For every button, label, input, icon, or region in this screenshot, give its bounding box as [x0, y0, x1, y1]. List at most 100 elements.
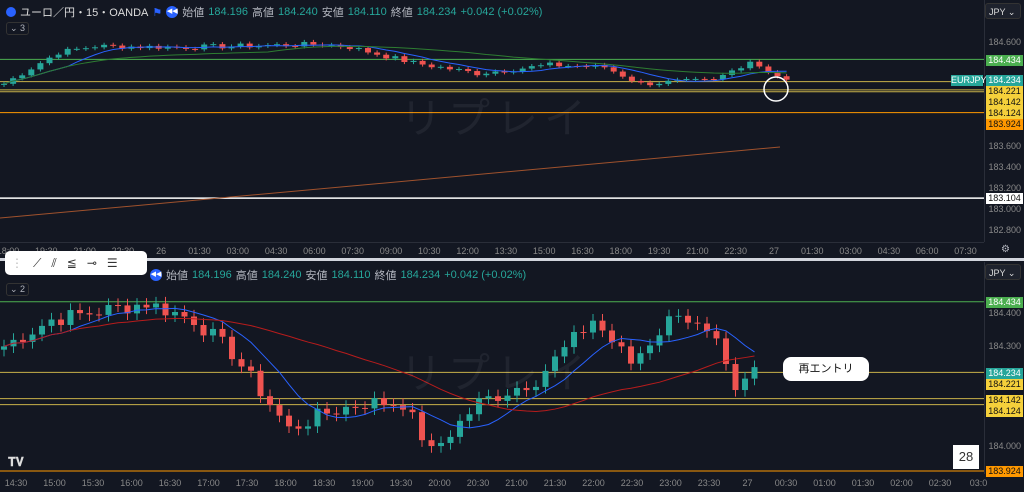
candle — [101, 44, 108, 48]
drag-handle-icon[interactable]: ⋮ — [11, 256, 23, 270]
price-tick: 183.200 — [988, 183, 1021, 194]
time-tick: 19:30 — [389, 478, 413, 488]
candle — [542, 370, 549, 387]
price-tick: 183.600 — [988, 141, 1021, 152]
low-value: 184.110 — [347, 6, 387, 18]
candle — [561, 347, 568, 357]
horizontal-ray-icon[interactable]: ⊸ — [86, 256, 97, 270]
price-tick: 183.000 — [988, 204, 1021, 215]
indicators-toggle-bottom[interactable]: ⌄ 2 — [6, 283, 30, 296]
candle — [200, 325, 207, 336]
price-label: 184.221 — [986, 379, 1023, 390]
candle — [134, 304, 140, 314]
candle — [343, 406, 349, 415]
bottom-legend: ◀◀ 始値 184.196 高値 184.240 安値 184.110 終値 184.2… — [150, 267, 526, 283]
candle — [67, 310, 74, 325]
candle — [710, 79, 717, 81]
candle — [295, 426, 302, 429]
open-value: 184.196 — [192, 269, 232, 281]
currency-label: JPY — [989, 7, 1006, 17]
candle — [504, 395, 511, 401]
candle — [29, 334, 36, 342]
candle — [701, 78, 708, 80]
candle — [565, 65, 572, 67]
candle — [1, 83, 7, 85]
bottom-chart-canvas[interactable] — [0, 262, 984, 474]
candle — [666, 316, 672, 336]
parallel-lines-icon[interactable]: ☰ — [106, 256, 118, 270]
candle — [409, 409, 416, 413]
bottom-price-axis[interactable]: 184.400 184.300 184.000 184.434 184.234 184.2… — [984, 262, 1024, 477]
price-label: 184.234 — [986, 75, 1023, 86]
top-legend: ユーロ／円・15・OANDA ⚑ ◀◀ 始値 184.196 高値 184.240 … — [6, 4, 542, 20]
top-time-axis[interactable]: 18:00 19:30 21:00 22:30 26 01:30 03:00 04:30 06:… — [0, 242, 984, 259]
callout-reentry: 再エントリ — [783, 357, 869, 381]
candle — [729, 70, 735, 75]
indicators-toggle[interactable]: ⌄ 3 — [6, 22, 30, 35]
candle — [410, 60, 417, 63]
candle — [390, 405, 397, 407]
time-tick: 04:30 — [877, 246, 901, 256]
candle — [328, 44, 335, 46]
high-value: 184.240 — [278, 6, 318, 18]
tradingview-logo: 𝐓𝐕 — [8, 455, 24, 469]
candle — [751, 367, 758, 379]
candle — [476, 398, 482, 415]
time-tick: 04:30 — [264, 246, 288, 256]
candle — [552, 356, 558, 371]
top-chart-canvas[interactable] — [0, 0, 984, 242]
candle — [274, 44, 280, 46]
replay-icon[interactable]: ◀◀ — [150, 269, 162, 281]
price-label: 184.434 — [986, 297, 1023, 308]
candle — [46, 57, 53, 64]
price-label: 183.924 — [986, 466, 1023, 477]
candle — [64, 48, 71, 55]
replay-icon[interactable]: ◀◀ — [166, 6, 179, 18]
highlight-circle — [763, 76, 789, 102]
candle — [704, 323, 710, 332]
candle — [172, 311, 178, 316]
pane-divider[interactable] — [0, 258, 1024, 261]
time-tick: 23:30 — [697, 478, 721, 488]
candle — [465, 68, 472, 72]
time-tick: 20:30 — [466, 478, 490, 488]
time-tick: 22:00 — [582, 478, 605, 488]
candle — [82, 48, 89, 50]
ray-icon[interactable]: ⫽ — [51, 255, 57, 270]
currency-select-bottom[interactable]: JPY ⌄ — [985, 264, 1021, 280]
time-tick: 06:00 — [303, 246, 326, 256]
candle — [683, 78, 690, 80]
candle — [675, 315, 682, 317]
change-value: +0.042 (+0.02%) — [460, 6, 543, 18]
time-tick: 07:30 — [954, 246, 977, 256]
candle — [73, 48, 80, 50]
candle — [742, 378, 748, 391]
count-badge: 28 — [953, 445, 979, 469]
high-label: 高値 — [235, 270, 258, 282]
trend-line-icon[interactable]: ⟋ — [33, 255, 42, 270]
candle — [514, 387, 520, 396]
candle — [28, 69, 35, 76]
candle — [346, 47, 353, 50]
candle — [665, 80, 672, 84]
settings-icon[interactable]: ⚙ — [1001, 244, 1010, 255]
candle — [656, 335, 663, 346]
currency-select[interactable]: JPY ⌄ — [985, 3, 1021, 19]
candle — [474, 71, 481, 76]
ma-fast — [3, 307, 755, 429]
fib-icon[interactable]: ≦ — [66, 256, 77, 270]
candle — [610, 67, 617, 72]
time-tick: 03:00 — [839, 246, 862, 256]
candle — [618, 342, 625, 347]
candle — [58, 319, 64, 325]
candle — [765, 66, 772, 73]
bottom-time-axis[interactable]: 14:30 15:00 15:30 16:00 16:30 17:00 17:30 18:00… — [0, 474, 988, 492]
candle — [519, 68, 526, 72]
price-tick: 183.400 — [988, 162, 1021, 173]
watermark: リプレイ — [400, 95, 593, 142]
candle — [685, 315, 691, 323]
symbol-title[interactable]: ユーロ／円・15・OANDA — [20, 7, 149, 19]
candle — [580, 332, 587, 334]
time-tick: 14:30 — [4, 478, 28, 488]
top-price-axis[interactable]: 184.600 183.600 183.400 183.200 183.000 182.8… — [951, 0, 1024, 242]
